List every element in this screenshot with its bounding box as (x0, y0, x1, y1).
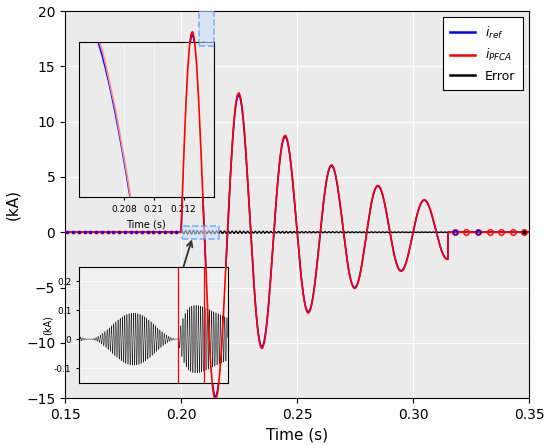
Bar (182, 226, 219, 239)
Legend: $i_{ref}$, $i_{PFCA}$, Error: $i_{ref}$, $i_{PFCA}$, Error (443, 17, 523, 90)
X-axis label: Time (s): Time (s) (266, 427, 328, 443)
Y-axis label: (kA): (kA) (6, 189, 20, 220)
Bar (199, 9, 214, 47)
